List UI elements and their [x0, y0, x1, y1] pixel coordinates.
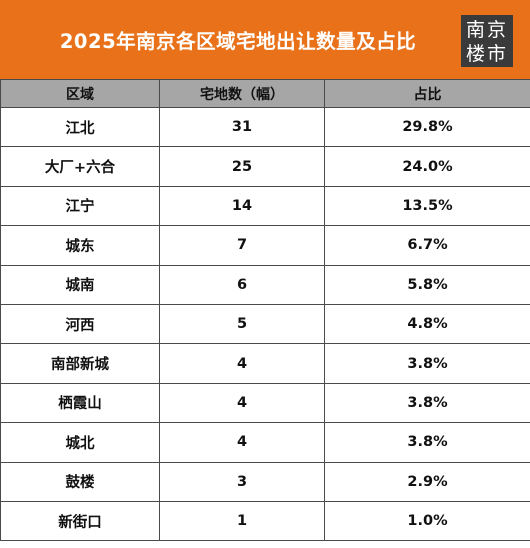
table-row: 城南 6 5.8% — [0, 264, 530, 305]
table-row: 城北 4 3.8% — [0, 422, 530, 463]
logo-line-2: 楼市 — [465, 42, 508, 65]
column-header-count: 宅地数（幅） — [159, 79, 325, 108]
share-cell: 6.7% — [324, 225, 530, 266]
table-row: 大厂+六合 25 24.0% — [0, 146, 530, 187]
share-cell: 1.0% — [324, 500, 530, 542]
count-cell: 6 — [159, 264, 325, 305]
count-cell: 1 — [159, 500, 325, 542]
region-cell: 鼓楼 — [0, 461, 160, 502]
share-cell: 3.8% — [324, 382, 530, 424]
page-title: 2025年南京各区域宅地出让数量及占比 — [59, 30, 417, 53]
share-cell: 29.8% — [324, 106, 530, 148]
region-cell: 城北 — [0, 422, 160, 463]
count-cell: 31 — [159, 106, 325, 148]
table-row: 河西 5 4.8% — [0, 303, 530, 345]
count-cell: 4 — [159, 382, 325, 424]
region-cell: 新街口 — [0, 500, 160, 542]
share-cell: 5.8% — [324, 264, 530, 305]
count-cell: 4 — [159, 422, 325, 463]
region-cell: 城东 — [0, 225, 160, 266]
table-row: 江北 31 29.8% — [0, 106, 530, 148]
share-cell: 3.8% — [324, 343, 530, 384]
table-row: 江宁 14 13.5% — [0, 185, 530, 227]
table-row: 城东 7 6.7% — [0, 225, 530, 266]
column-header-region: 区域 — [0, 79, 160, 108]
region-cell: 城南 — [0, 264, 160, 305]
share-cell: 24.0% — [324, 146, 530, 187]
region-cell: 江宁 — [0, 185, 160, 227]
count-cell: 4 — [159, 343, 325, 384]
share-cell: 13.5% — [324, 185, 530, 227]
region-cell: 大厂+六合 — [0, 146, 160, 187]
region-cell: 江北 — [0, 106, 160, 148]
count-cell: 7 — [159, 225, 325, 266]
region-cell: 南部新城 — [0, 343, 160, 384]
share-cell: 3.8% — [324, 422, 530, 463]
table-row: 鼓楼 3 2.9% — [0, 461, 530, 502]
share-cell: 2.9% — [324, 461, 530, 502]
share-cell: 4.8% — [324, 303, 530, 345]
logo: 南京 楼市 — [461, 15, 513, 67]
table-row: 南部新城 4 3.8% — [0, 343, 530, 384]
table-row: 栖霞山 4 3.8% — [0, 382, 530, 424]
table-row: 新街口 1 1.0% — [0, 500, 530, 542]
logo-line-1: 南京 — [465, 18, 508, 41]
title-banner: 2025年南京各区域宅地出让数量及占比 南京 楼市 — [0, 0, 530, 79]
column-header-share: 占比 — [324, 79, 530, 108]
region-cell: 栖霞山 — [0, 382, 160, 424]
count-cell: 3 — [159, 461, 325, 502]
data-table: 区域 宅地数（幅） 占比 江北 31 29.8% 大厂+六合 25 24.0% … — [0, 79, 530, 542]
table-header-row: 区域 宅地数（幅） 占比 — [0, 79, 530, 108]
count-cell: 5 — [159, 303, 325, 345]
count-cell: 14 — [159, 185, 325, 227]
region-cell: 河西 — [0, 303, 160, 345]
count-cell: 25 — [159, 146, 325, 187]
